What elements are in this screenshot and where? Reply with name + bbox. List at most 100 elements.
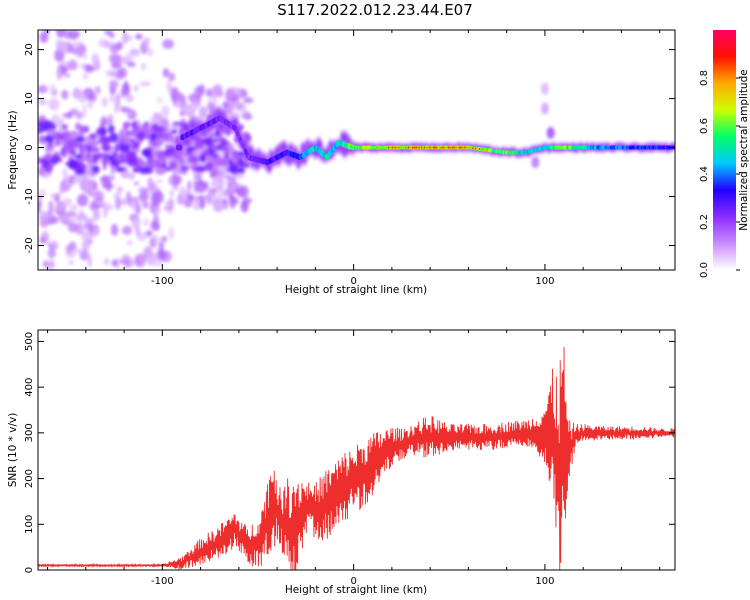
noise-blob [213, 174, 225, 188]
noise-blob [72, 40, 79, 50]
noise-blob [85, 217, 95, 223]
band-blob [167, 135, 175, 143]
noise-blob [125, 94, 135, 103]
noise-blob [75, 213, 88, 222]
band-blob [62, 130, 71, 141]
noise-blob [155, 207, 161, 214]
ridge-mark [178, 144, 183, 151]
noise-blob [84, 64, 95, 73]
noise-blob [56, 66, 63, 81]
band-blob [38, 166, 46, 177]
band-blob [154, 167, 167, 175]
noise-blob [192, 197, 202, 211]
y-tick-label: 100 [24, 515, 35, 534]
noise-blob [39, 31, 49, 44]
band-blob [150, 132, 157, 142]
band-blob [60, 147, 66, 157]
band-blob [67, 139, 78, 149]
band-blob [115, 166, 126, 173]
noise-blob [38, 84, 48, 94]
noise-blob [121, 225, 133, 235]
noise-blob [168, 72, 176, 82]
band-blob [172, 121, 183, 127]
band-blob [209, 148, 214, 155]
snr-marks [38, 347, 675, 570]
band-blob [132, 168, 143, 173]
noise-blob [127, 61, 136, 68]
noise-blob [193, 181, 199, 193]
noise-blob [39, 236, 45, 244]
band-blob [183, 152, 196, 158]
spectrogram-y-axis-label: Frequency (Hz) [7, 110, 19, 189]
band-blob [194, 167, 202, 173]
noise-blob [81, 230, 93, 242]
noise-blob [212, 199, 224, 213]
noise-blob [126, 191, 131, 202]
noise-blob [105, 69, 117, 77]
colorbar-label: Normalized spectral amplitude [738, 69, 750, 230]
spectrogram-x-ticks: -100 0 100 [47, 30, 661, 287]
band-blob [228, 158, 234, 167]
band-blob [169, 161, 178, 169]
noise-blob [114, 100, 119, 115]
band-blob [122, 121, 130, 131]
band-blob [96, 129, 107, 135]
noise-blob [153, 233, 158, 245]
band-blob [142, 126, 154, 134]
colorbar-fill [713, 30, 736, 270]
band-blob [42, 120, 53, 127]
band-blob [79, 125, 85, 132]
band-blob [203, 162, 214, 172]
noise-blob [156, 97, 163, 103]
noise-blob [139, 81, 152, 87]
noise-blob [134, 253, 146, 268]
noise-blob [62, 219, 73, 226]
colorbar-ticks: 0.0 0.2 0.4 0.6 0.8 [699, 70, 740, 278]
band-blob [86, 155, 94, 163]
noise-blob [131, 202, 136, 213]
band-blob [87, 145, 92, 154]
noise-blob [240, 200, 249, 213]
noise-blob [126, 240, 133, 246]
noise-blob [141, 62, 146, 70]
noise-blob [91, 53, 100, 66]
noise-blob [62, 67, 69, 72]
noise-blob [89, 201, 98, 211]
noise-blob [546, 126, 555, 139]
noise-blob [83, 221, 91, 230]
band-blob [164, 144, 173, 149]
noise-blob [48, 98, 60, 111]
noise-blob [38, 200, 42, 210]
noise-blob [133, 84, 139, 92]
noise-blob [187, 180, 192, 192]
band-blob [237, 167, 246, 174]
band-blob [51, 155, 61, 163]
band-blob [143, 133, 152, 140]
band-blob [227, 165, 239, 174]
snr-x-axis-label: Height of straight line (km) [285, 584, 427, 596]
snr-frame [37, 329, 676, 571]
band-blob [38, 135, 48, 145]
noise-blob [68, 241, 77, 252]
noise-blob [66, 111, 73, 119]
noise-blob [83, 180, 94, 191]
noise-blob [101, 97, 108, 108]
noise-blob [81, 239, 90, 252]
noise-blob [166, 79, 172, 93]
noise-blob [44, 147, 55, 153]
band-blob [179, 166, 190, 171]
noise-blob [51, 114, 60, 126]
band-blob [105, 136, 113, 143]
band-blob [222, 145, 230, 153]
band-blob [141, 148, 151, 157]
noise-blob [157, 249, 167, 260]
noise-blob [105, 175, 115, 181]
noise-blob [94, 190, 104, 202]
band-blob [118, 159, 125, 165]
noise-blob [223, 198, 229, 211]
noise-blob [133, 181, 140, 186]
noise-blob [56, 30, 65, 39]
noise-blob [109, 45, 120, 53]
noise-blob [155, 115, 160, 125]
